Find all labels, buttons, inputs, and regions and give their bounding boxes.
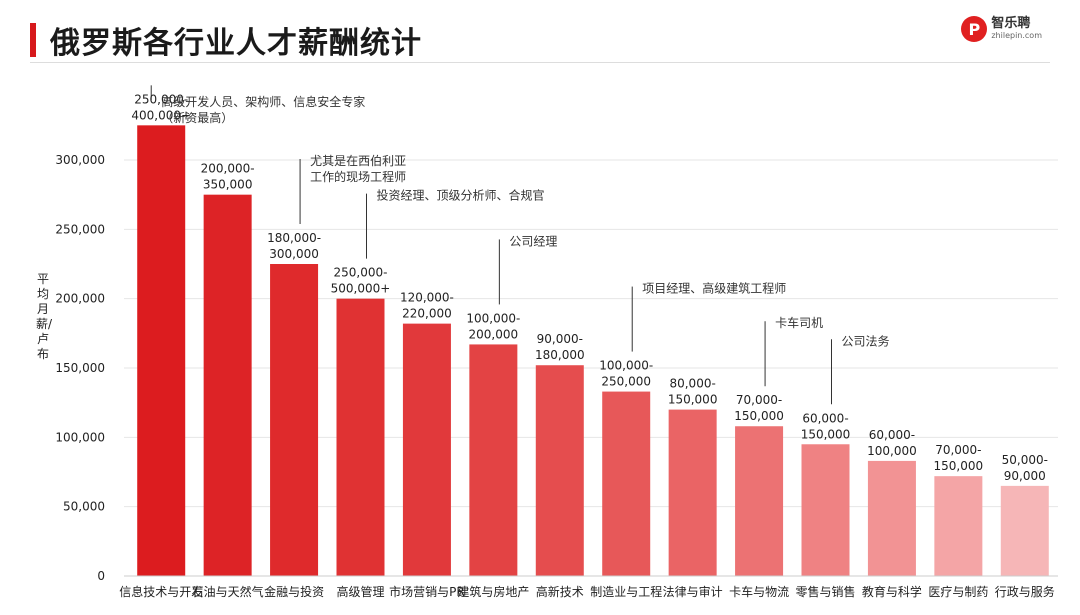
- value-label: 200,000: [469, 327, 519, 341]
- bar-11: [867, 460, 916, 576]
- value-label: 200,000-: [201, 162, 255, 176]
- bar-0: [137, 125, 186, 576]
- bar-7: [602, 391, 651, 576]
- annotation-text: 尤其是在西伯利亚: [310, 153, 406, 168]
- bar-8: [668, 409, 717, 576]
- x-tick-label: 信息技术与开发: [119, 584, 203, 599]
- title-bar: 俄罗斯各行业人才薪酬统计: [30, 18, 422, 62]
- x-tick-label: 高新技术: [536, 584, 584, 599]
- annotation-text: 投资经理、顶级分析师、合规官: [377, 188, 545, 203]
- brand-logo[interactable]: P 智乐聘 zhilepin.com: [961, 16, 1042, 42]
- value-label: 90,000-: [537, 332, 583, 346]
- annotation-text: 公司法务: [842, 333, 890, 348]
- y-axis-label: 平均月薪/卢布: [36, 272, 53, 361]
- x-tick-label: 高级管理: [336, 584, 384, 599]
- annotation-text: 项目经理、高级建筑工程师: [642, 281, 786, 296]
- header-divider: [30, 62, 1050, 63]
- y-tick-label: 0: [97, 569, 105, 583]
- value-label: 70,000-: [736, 393, 782, 407]
- value-label: 60,000-: [802, 411, 848, 425]
- y-tick-label: 250,000: [55, 222, 105, 236]
- x-tick-label: 金融与投资: [264, 584, 324, 599]
- x-tick-label: 法律与审计: [663, 584, 723, 599]
- y-tick-label: 300,000: [55, 153, 105, 167]
- logo-name: 智乐聘: [991, 16, 1031, 32]
- value-label: 150,000: [934, 459, 984, 473]
- value-label: 100,000-: [599, 359, 653, 373]
- bar-13: [1000, 485, 1049, 576]
- value-label: 400,000+: [131, 108, 191, 122]
- value-label: 180,000: [535, 348, 585, 362]
- value-label: 250,000-: [334, 266, 388, 280]
- x-tick-label: 卡车与物流: [729, 584, 789, 599]
- value-label: 500,000+: [331, 282, 391, 296]
- value-label: 220,000: [402, 307, 452, 321]
- bar-9: [735, 426, 784, 576]
- y-tick-label: 100,000: [55, 430, 105, 444]
- page-title: 俄罗斯各行业人才薪酬统计: [50, 26, 422, 61]
- annotation-text: 工作的现场工程师: [310, 169, 406, 184]
- bar-10: [801, 444, 850, 576]
- value-label: 70,000-: [935, 443, 981, 457]
- annotation-text: 卡车司机: [775, 315, 823, 330]
- x-tick-label: 行政与服务: [995, 584, 1055, 599]
- x-tick-label: 零售与销售: [795, 584, 855, 599]
- bar-4: [402, 323, 451, 576]
- value-label: 50,000-: [1002, 453, 1048, 467]
- bar-3: [336, 298, 385, 576]
- value-label: 80,000-: [669, 377, 715, 391]
- value-label: 150,000: [801, 427, 851, 441]
- bar-1: [203, 194, 252, 576]
- y-tick-label: 50,000: [63, 500, 105, 514]
- value-label: 250,000-: [134, 92, 188, 106]
- annotation-text: 公司经理: [509, 234, 557, 248]
- value-label: 300,000: [269, 247, 319, 261]
- x-tick-label: 建筑与房地产: [457, 584, 529, 599]
- value-label: 350,000: [203, 178, 253, 192]
- y-tick-label: 150,000: [55, 361, 105, 375]
- value-label: 60,000-: [869, 428, 915, 442]
- annotation-text: （新资最高）: [161, 110, 233, 125]
- value-label: 100,000: [867, 444, 917, 458]
- x-tick-label: 教育与科学: [862, 584, 922, 599]
- value-label: 180,000-: [267, 231, 321, 245]
- annotation-text: 高级开发人员、架构师、信息安全专家: [161, 94, 365, 109]
- x-tick-label: 制造业与工程: [590, 584, 662, 599]
- x-tick-label: 石油与天然气: [192, 584, 264, 599]
- bar-5: [469, 344, 518, 576]
- title-accent-bar: [30, 23, 36, 57]
- x-tick-label: 医疗与制药: [928, 585, 988, 599]
- value-label: 150,000: [734, 409, 784, 423]
- bar-2: [270, 264, 319, 576]
- bar-6: [535, 365, 584, 576]
- logo-icon: P: [961, 16, 988, 42]
- value-label: 150,000: [668, 393, 718, 407]
- x-tick-label: 市场营销与PR: [389, 584, 465, 599]
- bar-12: [934, 476, 983, 576]
- value-label: 90,000: [1004, 469, 1046, 483]
- value-label: 120,000-: [400, 291, 454, 305]
- value-label: 100,000-: [466, 311, 520, 325]
- value-label: 250,000: [601, 375, 651, 389]
- logo-url: zhilepin.com: [991, 30, 1042, 40]
- y-tick-label: 200,000: [55, 292, 105, 306]
